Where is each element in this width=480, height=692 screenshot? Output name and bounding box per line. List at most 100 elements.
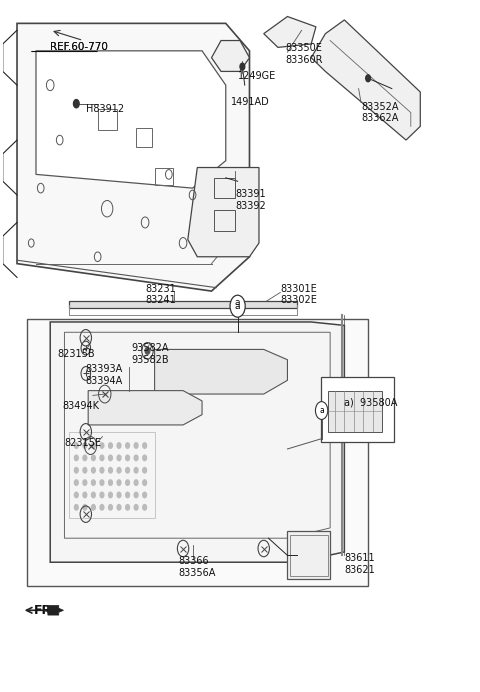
Bar (290, 535, 328, 576)
Polygon shape (50, 322, 344, 562)
Text: 93582A
93582B: 93582A 93582B (131, 343, 168, 365)
Circle shape (117, 455, 121, 461)
Text: REF.60-770: REF.60-770 (50, 42, 108, 53)
Circle shape (83, 455, 87, 461)
Polygon shape (264, 17, 316, 47)
Circle shape (74, 468, 78, 473)
Circle shape (134, 455, 138, 461)
Bar (321, 377, 394, 442)
Circle shape (117, 492, 121, 498)
Circle shape (83, 468, 87, 473)
Circle shape (108, 480, 112, 485)
Circle shape (100, 443, 104, 448)
Circle shape (73, 100, 79, 108)
Text: 83494K: 83494K (62, 401, 99, 411)
Bar (155, 167, 173, 185)
Circle shape (143, 443, 146, 448)
Text: 82315B: 82315B (57, 349, 95, 359)
Text: 83301E
83302E: 83301E 83302E (280, 284, 317, 305)
Circle shape (92, 504, 96, 510)
Circle shape (126, 492, 130, 498)
Text: a: a (319, 406, 324, 415)
Circle shape (117, 443, 121, 448)
Bar (214, 210, 235, 230)
Polygon shape (188, 167, 259, 257)
Bar (26, 318, 368, 586)
Polygon shape (69, 302, 297, 308)
Circle shape (92, 492, 96, 498)
Circle shape (143, 455, 146, 461)
Circle shape (83, 480, 87, 485)
Polygon shape (43, 608, 53, 612)
Text: H83912: H83912 (86, 104, 124, 114)
Text: a)  93580A: a) 93580A (344, 397, 398, 408)
Text: 83352A
83362A: 83352A 83362A (361, 102, 398, 123)
Circle shape (143, 480, 146, 485)
Circle shape (100, 504, 104, 510)
Text: 82315E: 82315E (64, 439, 101, 448)
Circle shape (134, 468, 138, 473)
Text: 83350E
83360R: 83350E 83360R (285, 44, 323, 65)
Circle shape (108, 468, 112, 473)
Circle shape (74, 492, 78, 498)
Bar (136, 128, 152, 147)
Bar (97, 109, 117, 130)
Circle shape (74, 480, 78, 485)
Circle shape (74, 504, 78, 510)
Circle shape (83, 504, 87, 510)
Circle shape (100, 455, 104, 461)
Circle shape (145, 347, 150, 354)
Polygon shape (17, 24, 250, 291)
Circle shape (100, 480, 104, 485)
Text: 1491AD: 1491AD (230, 98, 269, 107)
Circle shape (240, 63, 245, 70)
Circle shape (100, 468, 104, 473)
Circle shape (134, 492, 138, 498)
Circle shape (92, 468, 96, 473)
Circle shape (100, 492, 104, 498)
Text: 1249GE: 1249GE (238, 71, 276, 81)
Text: a: a (235, 302, 240, 311)
Bar (288, 531, 330, 579)
Circle shape (126, 455, 130, 461)
Polygon shape (88, 390, 202, 425)
Circle shape (126, 480, 130, 485)
Text: a: a (234, 298, 240, 307)
Circle shape (74, 455, 78, 461)
Circle shape (108, 504, 112, 510)
Circle shape (134, 504, 138, 510)
Polygon shape (212, 41, 250, 71)
Bar (214, 178, 235, 199)
Text: 83393A
83394A: 83393A 83394A (86, 364, 123, 385)
Text: 83391
83392: 83391 83392 (235, 189, 266, 210)
Circle shape (117, 480, 121, 485)
Polygon shape (311, 20, 420, 140)
Circle shape (74, 443, 78, 448)
Polygon shape (36, 51, 226, 188)
Circle shape (92, 455, 96, 461)
Circle shape (117, 468, 121, 473)
Circle shape (134, 443, 138, 448)
Circle shape (83, 443, 87, 448)
Circle shape (230, 295, 245, 317)
Circle shape (143, 468, 146, 473)
Circle shape (108, 492, 112, 498)
Text: 83231
83241: 83231 83241 (145, 284, 176, 305)
Circle shape (366, 75, 371, 82)
Circle shape (134, 480, 138, 485)
Circle shape (143, 504, 146, 510)
Circle shape (92, 443, 96, 448)
Circle shape (117, 504, 121, 510)
Circle shape (83, 492, 87, 498)
Text: 83366
83356A: 83366 83356A (179, 556, 216, 578)
Bar (328, 390, 383, 432)
Circle shape (143, 492, 146, 498)
Circle shape (126, 468, 130, 473)
Text: 83611
83621: 83611 83621 (344, 554, 375, 575)
Text: FR.: FR. (34, 604, 57, 617)
Circle shape (126, 443, 130, 448)
Polygon shape (155, 349, 288, 394)
Circle shape (108, 443, 112, 448)
Text: REF.60-770: REF.60-770 (50, 42, 108, 53)
Circle shape (315, 401, 328, 419)
